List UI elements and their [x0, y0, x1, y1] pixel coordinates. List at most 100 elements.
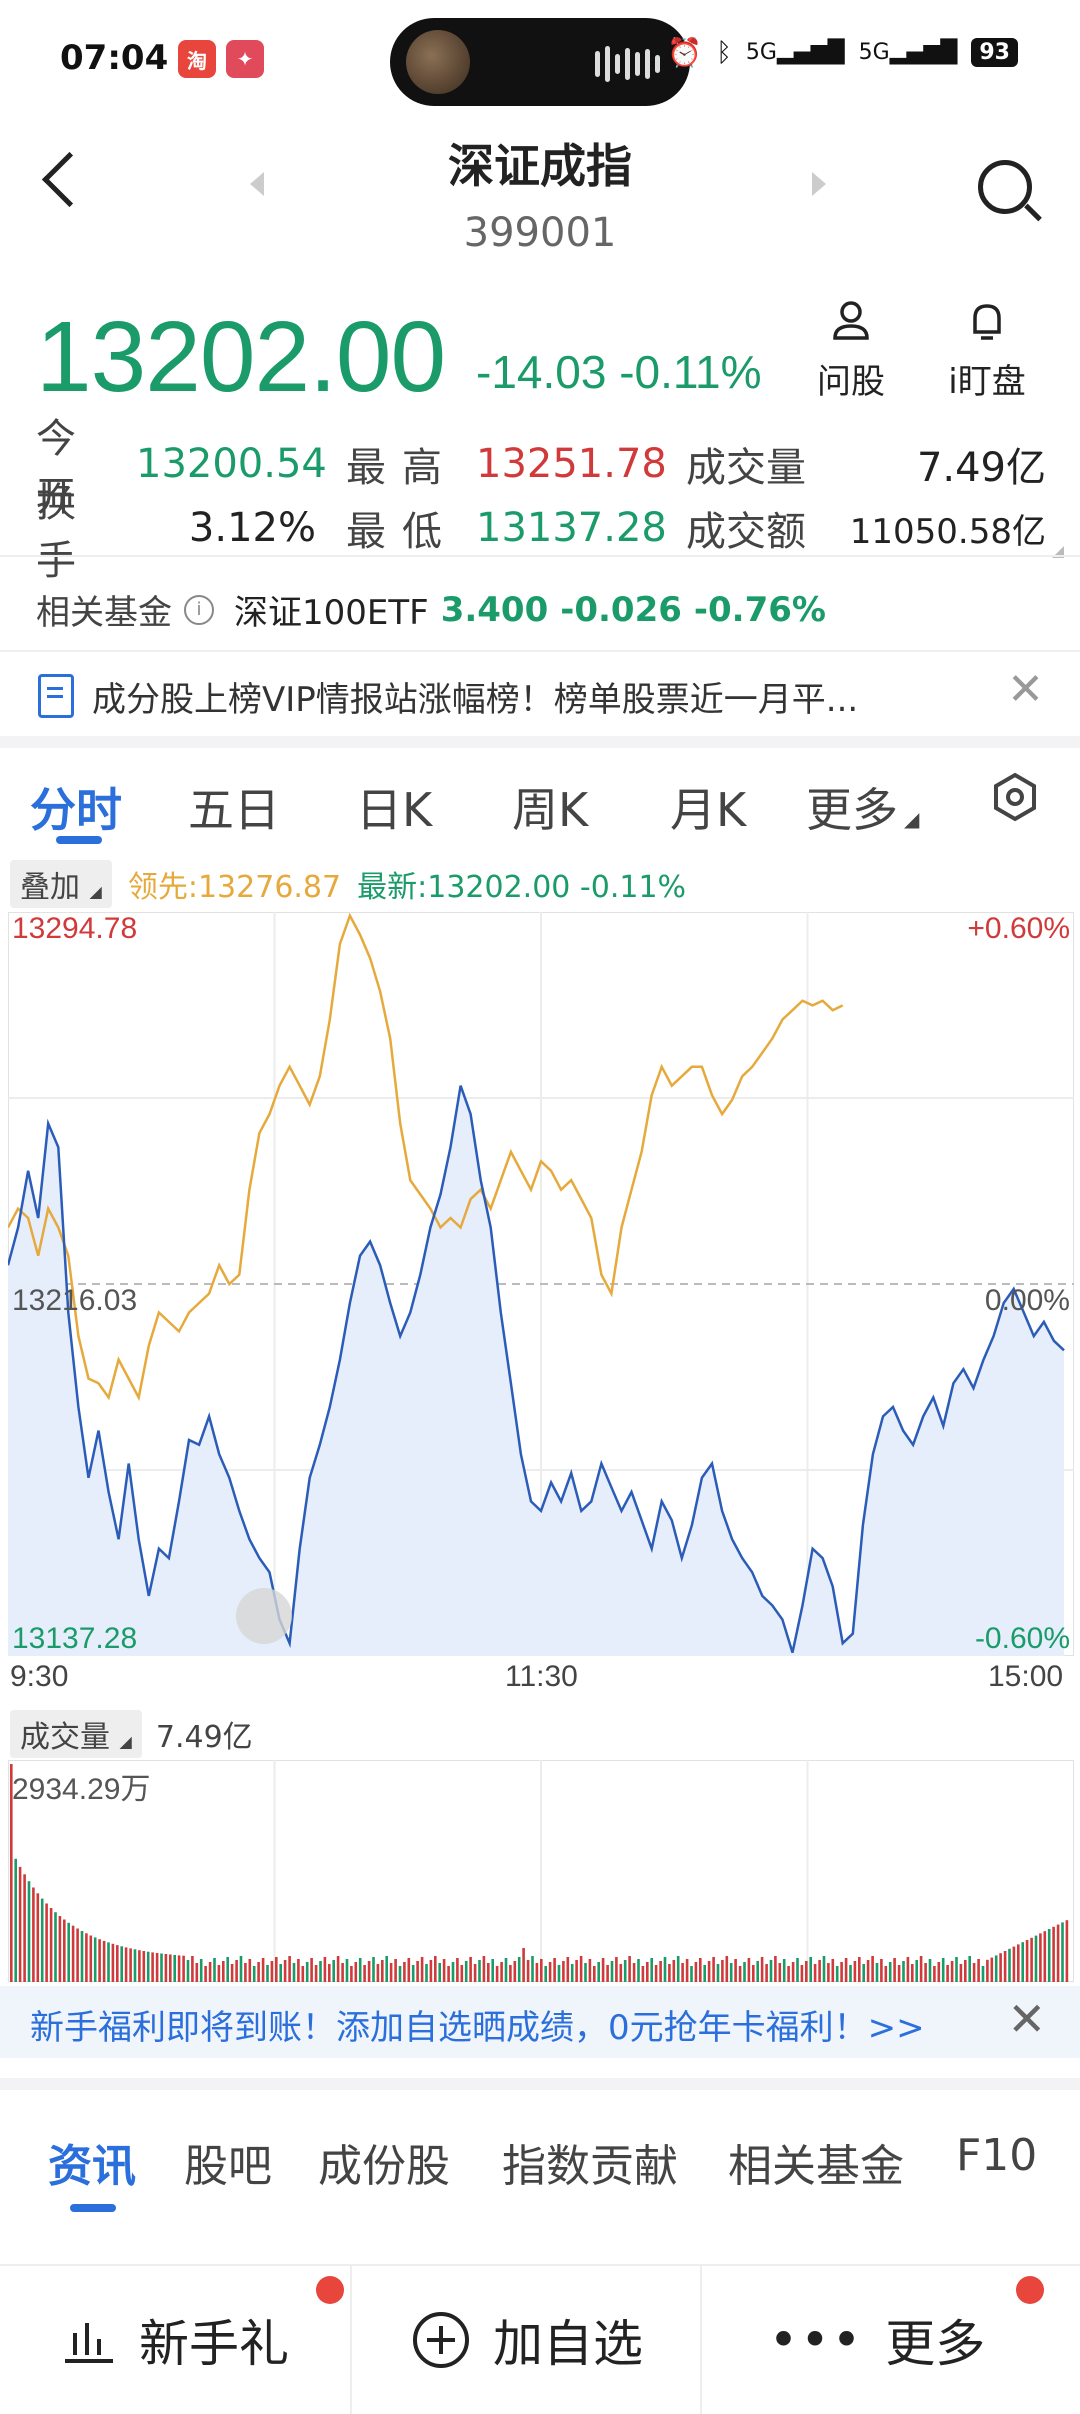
- volume-bar: [389, 1963, 393, 1982]
- volume-bar: [782, 1959, 786, 1982]
- close-icon[interactable]: ✕: [1007, 1992, 1046, 2046]
- latest-value: 最新:13202.00 -0.11%: [357, 870, 687, 905]
- volume-bar: [169, 1954, 172, 1982]
- watch-button[interactable]: i盯盘: [932, 300, 1042, 403]
- volume-bar: [610, 1961, 614, 1982]
- promo-banner[interactable]: 新手福利即将到账！添加自选晒成绩，0元抢年卡福利！>> ✕: [0, 1986, 1080, 2058]
- volume-bar: [376, 1964, 380, 1982]
- volume-bar: [822, 1956, 826, 1982]
- divider: [0, 555, 1080, 557]
- volume-bar: [526, 1960, 530, 1982]
- volume-bar: [1061, 1922, 1064, 1982]
- volume-bar: [557, 1965, 561, 1982]
- volume-bar: [760, 1957, 764, 1982]
- volume-bar: [831, 1959, 835, 1982]
- volume-bar: [67, 1922, 70, 1982]
- promo-text[interactable]: 新手福利即将到账！添加自选晒成绩，0元抢年卡福利！>>: [30, 2008, 925, 2048]
- tab-five-day[interactable]: 五日: [188, 783, 280, 837]
- prev-stock-icon[interactable]: [250, 172, 264, 196]
- close-icon[interactable]: ✕: [1007, 664, 1044, 715]
- volume-bar: [712, 1957, 715, 1982]
- intraday-chart[interactable]: 13294.78 13216.03 13137.28 +0.60% 0.00% …: [6, 911, 1075, 1657]
- volume-bar: [124, 1947, 128, 1982]
- tab-news[interactable]: 资讯: [48, 2141, 136, 2192]
- volume-bar: [690, 1966, 693, 1982]
- volume-bar: [637, 1959, 640, 1982]
- volume-indicator-label: 成交量: [20, 1720, 110, 1755]
- volume-bar: [160, 1953, 163, 1982]
- volume-bar: [880, 1959, 883, 1982]
- volume-bar: [862, 1964, 865, 1982]
- open-value: 13200.54: [136, 441, 327, 487]
- volume-bar: [146, 1951, 150, 1982]
- volume-bar: [623, 1960, 627, 1982]
- volume-bar: [796, 1958, 799, 1982]
- volume-bar: [36, 1893, 40, 1982]
- volume-bar: [650, 1958, 653, 1982]
- next-stock-icon[interactable]: [812, 172, 826, 196]
- newbie-gift-button[interactable]: 新手礼: [0, 2266, 350, 2414]
- tab-f10[interactable]: F10: [956, 2130, 1038, 2181]
- tab-weekly-k[interactable]: 周K: [512, 783, 589, 837]
- tab-intraday[interactable]: 分时: [30, 783, 122, 837]
- volume-bar: [341, 1963, 344, 1982]
- volume-bar: [416, 1961, 419, 1982]
- zoom-icon[interactable]: [236, 1588, 292, 1644]
- news-tabs: 资讯 股吧 成份股 指数贡献 相关基金 F10: [0, 2120, 1080, 2220]
- volume-bar: [871, 1956, 874, 1982]
- volume-bar: [858, 1957, 861, 1982]
- volume-bar: [734, 1959, 737, 1982]
- volume-bar: [575, 1960, 578, 1982]
- more-button[interactable]: ••• 更多: [702, 2266, 1052, 2414]
- volume-bar: [261, 1958, 265, 1982]
- section-gap: [0, 736, 1080, 748]
- fund-label: 相关基金: [36, 593, 172, 633]
- settings-icon[interactable]: [990, 772, 1040, 822]
- signal-label-2: 5G: [858, 40, 890, 65]
- related-fund-row[interactable]: 相关基金 i 深证100ETF 3.400 -0.026 -0.76%: [36, 585, 826, 634]
- volume-bar: [562, 1961, 565, 1982]
- volume-bar: [195, 1963, 199, 1982]
- dynamic-island[interactable]: [390, 18, 690, 106]
- newbie-gift-label: 新手礼: [139, 2315, 289, 2373]
- notice-text[interactable]: 成分股上榜VIP情报站涨幅榜！榜单股票近一月平...: [92, 680, 859, 720]
- volume-bar: [32, 1887, 35, 1982]
- volume-chart[interactable]: 2934.29万: [7, 1759, 1075, 1983]
- volume-bar: [800, 1965, 804, 1982]
- volume-bar: [531, 1956, 534, 1982]
- dropdown-icon: ◢: [119, 1732, 132, 1751]
- bar-chart-icon: [65, 2323, 113, 2363]
- volume-bar: [570, 1964, 574, 1982]
- tab-constituents[interactable]: 成份股: [318, 2141, 450, 2192]
- info-icon[interactable]: i: [184, 594, 214, 625]
- latest-area: [8, 1085, 1064, 1656]
- tab-daily-k[interactable]: 日K: [356, 783, 433, 837]
- volume-bars: [10, 1764, 1069, 1982]
- tab-more[interactable]: 更多 ◢: [806, 774, 919, 840]
- add-watchlist-button[interactable]: 加自选: [352, 2266, 702, 2414]
- tab-index-contribution[interactable]: 指数贡献: [502, 2141, 678, 2192]
- overlay-button[interactable]: 叠加 ◢: [10, 860, 112, 908]
- volume-bar: [222, 1961, 225, 1982]
- volume-bar: [632, 1963, 636, 1982]
- volume-bar: [257, 1962, 260, 1982]
- tab-related-funds[interactable]: 相关基金: [728, 2141, 904, 2192]
- tab-monthly-k[interactable]: 月K: [670, 783, 747, 837]
- volume-bar: [85, 1933, 88, 1982]
- divider: [350, 2266, 352, 2414]
- ask-stock-button[interactable]: 问股: [796, 300, 906, 403]
- volume-bar: [513, 1961, 517, 1982]
- volume-bar: [703, 1965, 706, 1982]
- volume-bar: [924, 1963, 927, 1982]
- stats-panel: 今开 13200.54 最高 13251.78 成交量 7.49亿 换手 3.1…: [36, 416, 1046, 584]
- tab-forum[interactable]: 股吧: [184, 2141, 272, 2192]
- volume-bar: [460, 1965, 464, 1982]
- volume-indicator-button[interactable]: 成交量 ◢: [10, 1710, 142, 1758]
- search-icon[interactable]: [978, 160, 1032, 214]
- volume-bar: [1021, 1942, 1024, 1982]
- volume-bar: [774, 1956, 777, 1982]
- notice-bar[interactable]: 成分股上榜VIP情报站涨幅榜！榜单股票近一月平... ✕: [0, 650, 1080, 738]
- high-label: 最高: [346, 445, 458, 491]
- volume-bar: [138, 1950, 141, 1982]
- volume-bar: [941, 1958, 945, 1982]
